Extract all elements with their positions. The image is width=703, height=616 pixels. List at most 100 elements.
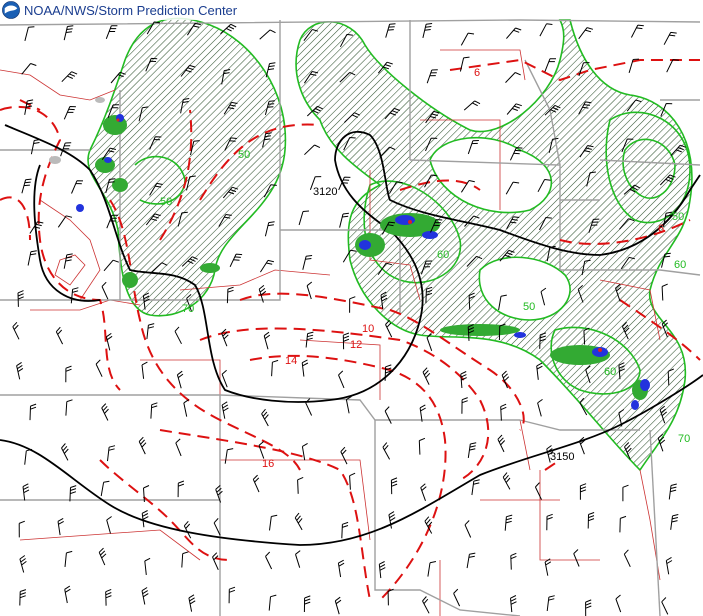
wind-barb xyxy=(626,99,642,112)
wind-barb xyxy=(349,472,356,490)
wind-barb xyxy=(95,359,103,377)
wind-barb xyxy=(61,71,78,83)
wind-barb xyxy=(264,221,275,237)
wind-barb xyxy=(385,23,396,38)
wind-barb xyxy=(390,477,398,495)
wind-barb xyxy=(302,255,313,270)
wind-barb xyxy=(146,323,155,340)
radar-echoes xyxy=(49,97,650,410)
wind-barb xyxy=(181,551,189,568)
wind-barb xyxy=(539,217,552,231)
wind-barb xyxy=(269,514,278,531)
wind-barb xyxy=(384,107,401,120)
wind-barb xyxy=(64,550,73,567)
wind-barb xyxy=(548,137,559,153)
wind-barb xyxy=(186,294,193,312)
wind-barb xyxy=(306,105,324,117)
wind-barb xyxy=(27,250,37,266)
wind-barb xyxy=(224,448,234,464)
wind-barb xyxy=(55,326,64,345)
wind-barb xyxy=(271,359,279,377)
wind-barb xyxy=(262,132,272,148)
wind-barb xyxy=(65,399,73,416)
wind-barb xyxy=(190,140,200,156)
green-label-6: 50 xyxy=(523,301,535,313)
wind-barb xyxy=(183,520,192,539)
wind-barb xyxy=(467,442,477,458)
wind-barb xyxy=(263,331,271,350)
wind-barb xyxy=(422,596,430,614)
wind-barb xyxy=(661,597,669,615)
wind-barb xyxy=(424,174,438,188)
wind-barb xyxy=(304,144,321,156)
wind-barb xyxy=(668,483,677,500)
wind-barb xyxy=(261,408,269,427)
wind-barb xyxy=(621,138,634,153)
wind-barb xyxy=(425,137,438,152)
wind-barb xyxy=(177,211,188,227)
wind-barb xyxy=(510,552,517,570)
wind-barb xyxy=(630,24,644,38)
wind-barb xyxy=(29,221,44,234)
wind-barb xyxy=(506,216,520,230)
wind-barb xyxy=(506,27,522,39)
wind-barb xyxy=(105,178,116,194)
header-title: NOAA/NWS/Storm Prediction Center xyxy=(24,2,238,18)
wind-barb xyxy=(670,514,679,530)
wind-barb xyxy=(71,180,84,194)
wind-barb xyxy=(579,397,588,416)
wind-barb xyxy=(213,518,221,536)
wind-barb xyxy=(101,281,109,300)
wind-barb xyxy=(385,319,393,338)
wind-barb xyxy=(498,323,506,341)
wind-barb xyxy=(342,332,350,350)
wind-barb xyxy=(65,365,72,383)
wind-barb xyxy=(539,332,547,349)
wind-barb xyxy=(57,517,64,536)
height-contour-3120 xyxy=(4,124,701,403)
wind-barb xyxy=(546,513,553,531)
wind-barb xyxy=(588,218,600,233)
wind-barb xyxy=(510,595,517,613)
wind-barb xyxy=(427,561,437,577)
wind-barb xyxy=(379,146,396,158)
wind-barb xyxy=(497,434,506,453)
wind-barb xyxy=(466,255,483,267)
wind-barb xyxy=(663,31,677,45)
height-label-3120: 3120 xyxy=(313,186,337,198)
wind-barb xyxy=(138,106,149,122)
wind-barb xyxy=(142,292,150,310)
wind-barb xyxy=(69,485,77,502)
wind-barb xyxy=(107,104,120,119)
wind-barb xyxy=(107,445,116,462)
dashed-labels: 10 12 14 16 6 6 xyxy=(262,67,664,470)
wind-barb xyxy=(578,101,592,115)
wind-barb xyxy=(221,69,231,85)
wind-barb xyxy=(145,213,161,226)
wind-barb xyxy=(12,321,20,340)
wind-barb xyxy=(141,361,148,379)
wind-barb xyxy=(418,437,426,455)
wind-barb xyxy=(460,180,475,193)
wind-barb xyxy=(17,290,24,307)
wind-barb xyxy=(345,395,352,414)
wind-barb xyxy=(143,485,150,503)
wind-barb xyxy=(663,211,672,228)
wind-barb xyxy=(19,555,27,573)
wind-barb xyxy=(666,59,679,73)
wind-barb xyxy=(100,480,110,497)
wind-barb xyxy=(63,106,76,120)
wind-barb xyxy=(150,402,158,419)
wind-barb xyxy=(343,137,356,151)
wind-barb xyxy=(623,184,641,195)
wind-barb xyxy=(16,361,24,380)
wind-barb xyxy=(60,142,72,157)
dashed-label-10: 10 xyxy=(362,323,374,335)
wind-barb xyxy=(181,256,198,267)
wind-barb xyxy=(70,287,79,304)
wind-barb xyxy=(500,403,507,421)
wind-barb xyxy=(110,71,126,84)
wind-barb xyxy=(467,324,475,341)
wind-barb xyxy=(63,253,73,269)
wind-barb xyxy=(303,595,311,613)
